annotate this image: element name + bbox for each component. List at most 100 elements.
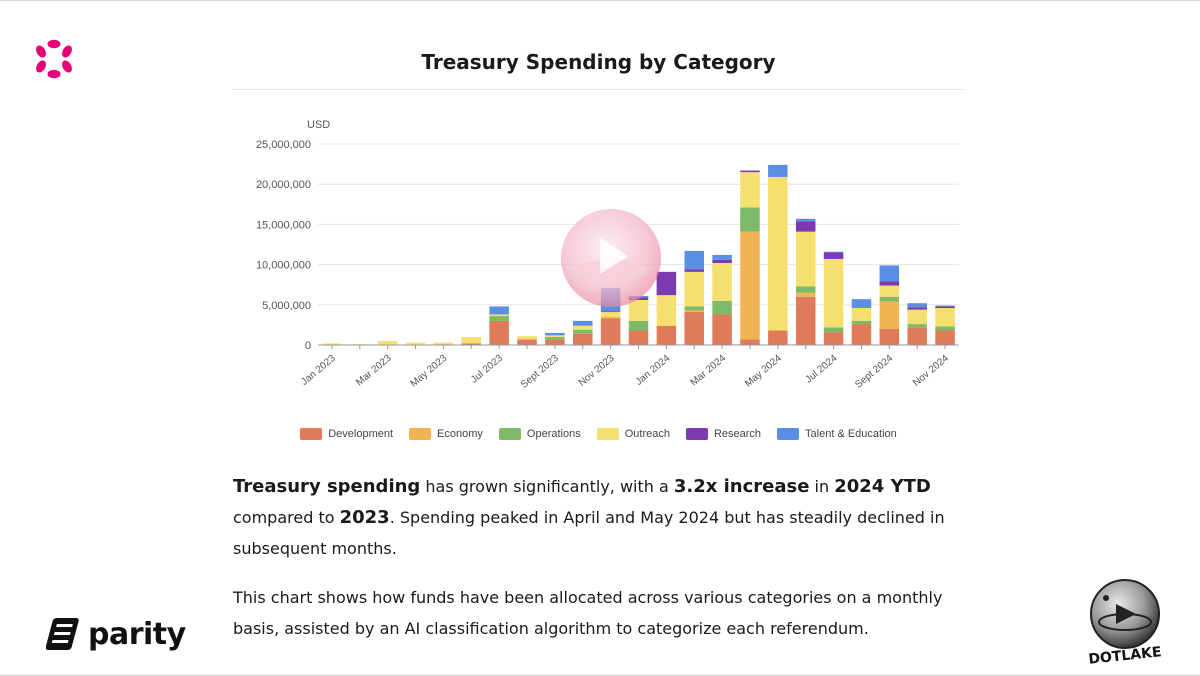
bar-segment [851,299,872,309]
bar-segment [907,303,927,308]
bar-segment [489,314,509,317]
bar-segment [600,311,621,313]
x-tick-label: Sept 2024 [853,353,895,391]
bar-segment [712,262,732,301]
legend-item[interactable]: Talent & Education [777,428,897,440]
highlight-treasury-spending: Treasury spending [233,476,421,497]
summary-text-2: in [809,477,835,496]
play-icon[interactable] [560,208,662,308]
legend-swatch [685,428,708,440]
bar-segment [545,339,565,345]
bar-segment [907,309,927,325]
y-tick-label: 20,000,000 [256,179,311,191]
bar-segment [684,250,704,270]
bar-segment [851,320,872,325]
legend-item[interactable]: Economy [409,428,483,440]
legend-swatch [498,428,521,440]
parity-logo: parity [46,616,186,652]
x-tick-label: Nov 2023 [577,353,617,389]
parity-logo-icon [46,618,79,650]
bar-segment [322,343,342,345]
x-tick-label: Jan 2023 [299,353,338,388]
bar-segment [600,316,621,319]
stacked-bar-chart: USD 0 5,000,000 10,000,000 15,000,000 20,000,… [256,119,959,391]
bar-segment [795,221,816,232]
bar-segment [795,218,816,222]
dotlake-logo-icon: DOTLAKE [1088,579,1163,664]
legend-label: Development [328,428,394,440]
legend-label: Economy [437,428,483,440]
bar-segment [489,320,509,345]
legend-label: Outreach [624,428,670,440]
bar-segment [935,305,955,307]
bar-segment [712,259,732,263]
bar-segment [545,335,565,337]
highlight-2023: 2023 [339,507,390,528]
bar-segment [935,308,955,327]
legend-item[interactable]: Operations [498,428,581,440]
bar-segment [879,285,900,297]
bar-segment [768,176,788,331]
bar-segment [740,231,760,340]
bar-segment [935,330,955,345]
legend-item[interactable]: Development [300,428,393,440]
bar-segment [628,320,649,331]
bar-segment [628,330,649,345]
bar-segment [907,327,927,345]
bar-segment [712,254,732,260]
summary-text-3: compared to [233,508,340,527]
bar-segment [545,332,565,336]
bar-segment [795,231,816,287]
bar-segment [740,170,760,173]
bar-segment [823,332,844,345]
bottom-border [0,674,1200,676]
bar-segment [684,269,704,272]
bar-segment [740,172,760,208]
bar-segment [740,207,760,232]
bar-segment [907,324,927,328]
legend-item[interactable]: Research [685,428,761,440]
bar-segment [600,318,621,345]
bar-segment [656,271,677,296]
bar-segment [573,329,593,334]
bar-segment [879,328,900,345]
bar-segment [823,258,844,328]
summary-paragraph: Treasury spending has grown significantl… [233,471,993,564]
method-paragraph: This chart shows how funds have been all… [233,588,943,638]
chart-title: Treasury Spending by Category [421,50,776,74]
parity-wordmark: parity [88,616,186,652]
summary-text-1: has grown significantly, with a [420,477,674,496]
bar-segment [489,316,509,321]
y-tick-label: 0 [305,340,311,352]
legend-swatch [596,428,619,440]
legend-item[interactable]: Outreach [596,428,670,440]
polkadot-logo-icon [36,39,72,79]
dotlake-wordmark: DOTLAKE [1088,644,1163,664]
bar-segment [879,296,900,302]
chart-legend: Development Economy Operations Outreach Rese… [233,428,964,440]
legend-swatch [300,428,323,440]
summary-text-4: . Spending peaked in April and May 2024 … [233,508,945,558]
bar-segment [628,299,649,321]
x-tick-label: Nov 2024 [911,353,951,389]
bar-segment [600,312,621,317]
bar-segment [935,306,955,309]
bar-segment [377,340,398,345]
x-tick-label: Jul 2024 [803,353,839,386]
x-tick-label: May 2023 [409,353,450,390]
bar-segment [795,286,816,293]
x-tick-label: Jul 2023 [469,353,505,386]
x-tick-label: May 2024 [743,353,784,390]
highlight-2024-ytd: 2024 YTD [834,476,931,497]
legend-swatch [409,428,432,440]
bar-segment [461,343,482,345]
x-tick-label: Mar 2023 [354,353,394,389]
bar-segment [517,339,537,345]
bar-segment [768,164,788,177]
bar-segment [684,306,704,311]
bar-segment [656,325,677,345]
highlight-increase: 3.2x increase [673,476,810,497]
bar-segment [684,271,704,307]
bar-segment [573,325,593,330]
bar-segment [768,330,788,345]
